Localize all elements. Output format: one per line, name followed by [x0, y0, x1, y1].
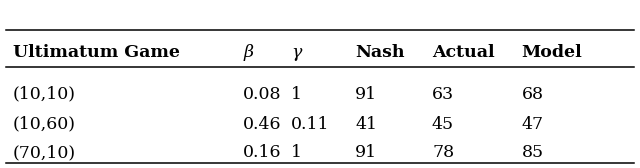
- Text: 0.16: 0.16: [243, 144, 282, 161]
- Text: β: β: [243, 44, 253, 61]
- Text: γ: γ: [291, 44, 301, 61]
- Text: 85: 85: [522, 144, 544, 161]
- Text: 41: 41: [355, 116, 377, 133]
- Text: 68: 68: [522, 86, 543, 103]
- Text: 78: 78: [432, 144, 454, 161]
- Text: 63: 63: [432, 86, 454, 103]
- Text: Nash: Nash: [355, 44, 404, 61]
- Text: 1: 1: [291, 144, 302, 161]
- Text: 0.46: 0.46: [243, 116, 282, 133]
- Text: (70,10): (70,10): [13, 144, 76, 161]
- Text: 45: 45: [432, 116, 454, 133]
- Text: Actual: Actual: [432, 44, 495, 61]
- Text: 47: 47: [522, 116, 544, 133]
- Text: Ultimatum Game: Ultimatum Game: [13, 44, 180, 61]
- Text: 91: 91: [355, 144, 378, 161]
- Text: 1: 1: [291, 86, 302, 103]
- Text: 0.08: 0.08: [243, 86, 282, 103]
- Text: Model: Model: [522, 44, 582, 61]
- Text: (10,60): (10,60): [13, 116, 76, 133]
- Text: 0.11: 0.11: [291, 116, 330, 133]
- Text: 91: 91: [355, 86, 378, 103]
- Text: (10,10): (10,10): [13, 86, 76, 103]
